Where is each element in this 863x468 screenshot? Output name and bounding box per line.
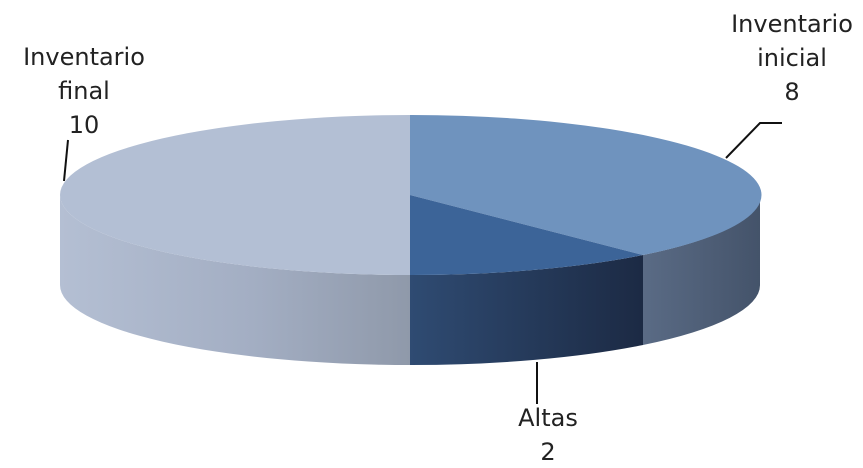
label-altas-name: Altas	[518, 404, 578, 432]
leader-inicial	[725, 122, 782, 159]
label-final-name-2: final	[58, 77, 110, 105]
slice-altas	[410, 195, 643, 276]
label-altas-value: 2	[540, 438, 555, 466]
label-final-value: 10	[69, 111, 100, 139]
slice-side-final	[60, 195, 410, 365]
slice-side-inicial	[643, 195, 761, 345]
label-inicial-value: 8	[784, 78, 799, 106]
label-inicial-name-1: Inventario	[731, 10, 853, 38]
label-inicial-name-2: inicial	[757, 44, 827, 72]
slice-inicial	[410, 114, 762, 255]
slice-final	[60, 115, 410, 275]
leader-final	[63, 139, 69, 182]
label-final-name-1: Inventario	[23, 43, 145, 71]
slice-side-altas	[410, 255, 643, 366]
